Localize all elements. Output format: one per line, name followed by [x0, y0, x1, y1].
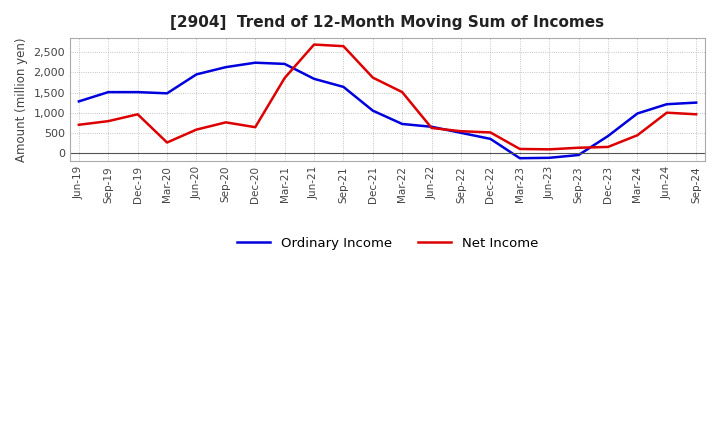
Line: Ordinary Income: Ordinary Income — [79, 62, 696, 158]
Net Income — [133, 112, 142, 117]
Ordinary Income — [456, 130, 465, 136]
Net Income — [516, 147, 524, 152]
Net Income — [104, 118, 112, 124]
Net Income — [280, 75, 289, 81]
Ordinary Income — [251, 60, 259, 65]
Ordinary Income — [545, 155, 554, 161]
Ordinary Income — [163, 91, 171, 96]
Ordinary Income — [398, 121, 407, 127]
Net Income — [339, 44, 348, 49]
Ordinary Income — [222, 65, 230, 70]
Net Income — [369, 75, 377, 80]
Ordinary Income — [75, 99, 84, 104]
Ordinary Income — [486, 136, 495, 142]
Ordinary Income — [603, 133, 612, 139]
Net Income — [251, 125, 259, 130]
Y-axis label: Amount (million yen): Amount (million yen) — [15, 37, 28, 162]
Ordinary Income — [339, 84, 348, 89]
Net Income — [545, 147, 554, 152]
Net Income — [633, 132, 642, 138]
Net Income — [427, 125, 436, 131]
Net Income — [575, 145, 583, 150]
Net Income — [222, 120, 230, 125]
Net Income — [486, 130, 495, 135]
Net Income — [603, 144, 612, 150]
Ordinary Income — [575, 152, 583, 158]
Net Income — [310, 42, 318, 47]
Net Income — [692, 112, 701, 117]
Ordinary Income — [192, 72, 201, 77]
Net Income — [456, 128, 465, 134]
Line: Net Income: Net Income — [79, 44, 696, 149]
Legend: Ordinary Income, Net Income: Ordinary Income, Net Income — [232, 231, 544, 256]
Net Income — [398, 89, 407, 95]
Net Income — [163, 140, 171, 145]
Ordinary Income — [662, 102, 671, 107]
Ordinary Income — [633, 111, 642, 116]
Ordinary Income — [104, 89, 112, 95]
Title: [2904]  Trend of 12-Month Moving Sum of Incomes: [2904] Trend of 12-Month Moving Sum of I… — [171, 15, 605, 30]
Net Income — [662, 110, 671, 115]
Net Income — [75, 122, 84, 128]
Ordinary Income — [369, 108, 377, 114]
Ordinary Income — [692, 100, 701, 105]
Ordinary Income — [133, 89, 142, 95]
Ordinary Income — [280, 61, 289, 66]
Ordinary Income — [427, 124, 436, 129]
Ordinary Income — [516, 156, 524, 161]
Ordinary Income — [310, 76, 318, 81]
Net Income — [192, 127, 201, 132]
